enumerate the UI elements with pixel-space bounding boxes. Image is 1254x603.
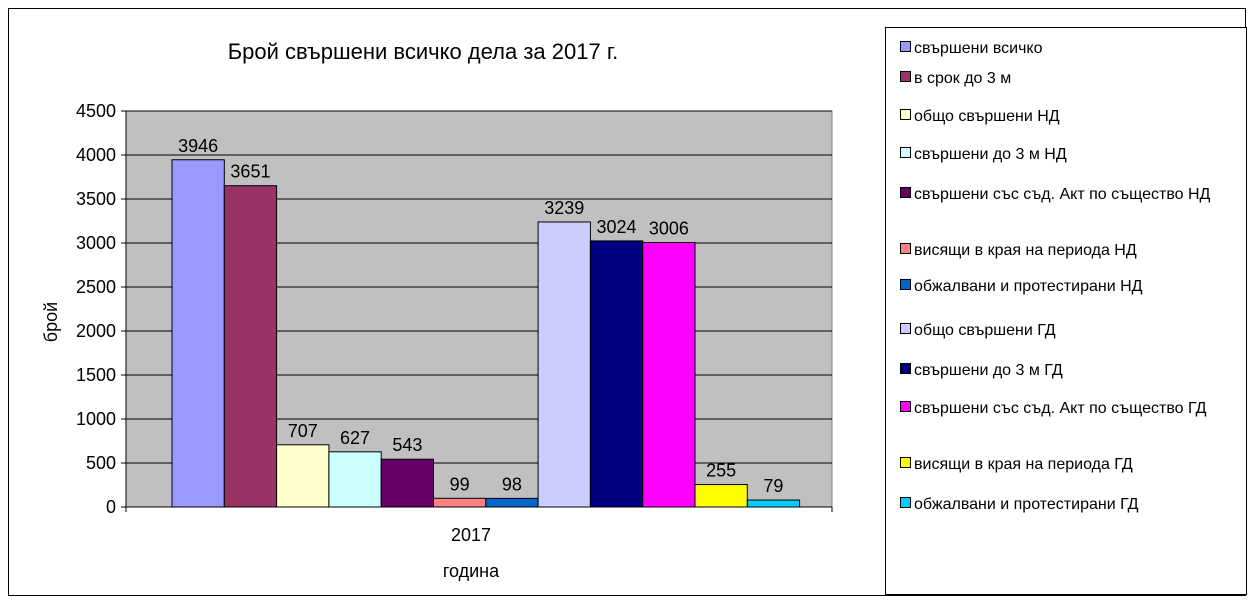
y-axis-tick-label: 2500 [76,277,116,297]
bar [485,497,539,508]
y-axis-tick-label: 1500 [76,365,116,385]
bar [276,444,330,508]
bar [223,185,278,508]
x-axis-label: година [443,561,500,581]
legend-item: обжалвани и протестирани ГД [900,496,1236,514]
legend-item: свършени всичко [900,40,1236,58]
legend-item: свършени със съд. Акт по същество НД [900,186,1236,204]
bar [328,451,382,508]
y-axis-tick-label: 2000 [76,321,116,341]
legend-item: свършени със съд. Акт по същество ГД [900,400,1236,418]
data-label: 98 [502,474,522,494]
bar-chart: Брой свършени всичко дела за 2017 г. 394… [41,39,833,581]
legend-swatch [900,363,911,374]
data-label: 3946 [178,136,218,156]
bar [537,221,591,508]
legend-swatch [900,401,911,412]
data-label: 3239 [544,198,584,218]
y-axis-tick-label: 0 [106,497,116,517]
data-label: 255 [706,461,736,481]
chart-frame: Брой свършени всичко дела за 2017 г. 394… [8,8,1247,596]
bars [171,159,801,508]
data-label: 79 [763,476,783,496]
legend-label: обжалвани и протестирани ГД [914,496,1139,513]
bar [380,458,435,508]
data-label: 3024 [597,217,637,237]
legend-swatch [900,71,911,82]
legend-item: общо свършени ГД [900,322,1236,340]
data-label: 707 [288,421,318,441]
legend-label: висящи в края на периода НД [914,242,1137,259]
legend-label: свършени до 3 м ГД [914,362,1063,379]
legend-swatch [900,109,911,120]
legend-label: в срок до 3 м [914,70,1012,87]
y-axis-tick-label: 500 [86,453,116,473]
bar [589,240,644,508]
bar [171,159,225,508]
legend: свършени всичко в срок до 3 м общо свършен… [885,27,1247,595]
legend-swatch [900,41,911,52]
legend-swatch [900,187,911,198]
data-label: 99 [450,474,470,494]
legend-swatch [900,457,911,468]
legend-label: свършени със съд. Акт по същество НД [914,186,1211,203]
y-axis-tick-label: 4000 [76,145,116,165]
legend-label: общо свършени ГД [914,322,1056,339]
legend-swatch [900,497,911,508]
legend-item: в срок до 3 м [900,70,1236,88]
data-label: 627 [340,428,370,448]
legend-item: общо свършени НД [900,108,1236,126]
bar [694,484,748,508]
legend-item: свършени до 3 м ГД [900,362,1236,380]
y-axis-tick-label: 3500 [76,189,116,209]
data-label: 3651 [230,162,270,182]
bar [746,499,801,508]
data-label: 3006 [649,218,689,238]
bar [433,497,487,508]
bar [642,241,696,508]
data-label: 543 [392,435,422,455]
y-axis-tick-label: 1000 [76,409,116,429]
legend-item: обжалвани и протестирани НД [900,278,1236,296]
legend-label: свършени всичко [914,40,1043,57]
legend-item: свършени до 3 м НД [900,146,1236,164]
legend-label: свършени до 3 м НД [914,146,1067,163]
value-labels: 3946 3651 707 627 543 99 98 3239 3024 3006 255 79 [178,136,783,496]
legend-item: висящи в края на периода ГД [900,456,1236,474]
y-axis-label: брой [41,302,61,342]
x-axis-tick-label: 2017 [451,525,491,545]
legend-label: свършени със съд. Акт по същество ГД [914,400,1207,417]
y-axis-tick-label: 3000 [76,233,116,253]
legend-label: обжалвани и протестирани НД [914,278,1143,295]
legend-label: общо свършени НД [914,108,1060,125]
y-axis-tick-label: 4500 [76,101,116,121]
legend-label: висящи в края на периода ГД [914,456,1133,473]
legend-swatch [900,243,911,254]
legend-swatch [900,279,911,290]
legend-swatch [900,147,911,158]
legend-swatch [900,323,911,334]
chart-title: Брой свършени всичко дела за 2017 г. [228,39,619,64]
y-axis-ticks: 0 500 1000 1500 2000 2500 3000 3500 4000 4500 [76,101,126,517]
legend-item: висящи в края на периода НД [900,242,1236,260]
